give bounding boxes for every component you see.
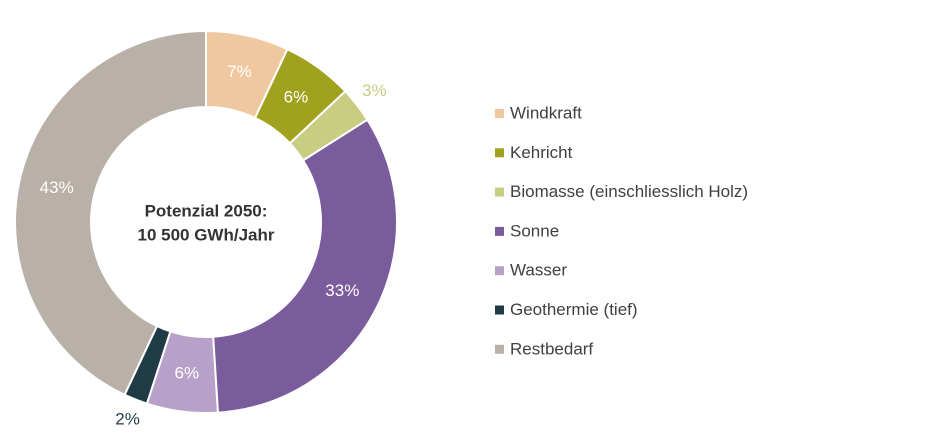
data-label: 2%: [115, 410, 140, 429]
donut-segment: [145, 330, 220, 414]
data-label: 7%: [227, 62, 252, 81]
legend-swatch: [495, 109, 504, 118]
donut-segment: [205, 29, 289, 120]
data-label: 33%: [325, 281, 359, 300]
data-label: 43%: [40, 178, 74, 197]
legend-label: Windkraft: [510, 103, 582, 122]
data-label: 3%: [362, 81, 387, 100]
center-label: Potenzial 2050:: [145, 201, 268, 220]
center-label: 10 500 GWh/Jahr: [137, 225, 274, 244]
legend-label: Wasser: [510, 261, 567, 280]
data-label: 6%: [284, 88, 309, 107]
legend-label: Sonne: [510, 221, 559, 240]
donut-segment: [212, 118, 398, 414]
legend-swatch: [495, 226, 504, 236]
legend-swatch: [495, 266, 504, 276]
legend-label: Kehricht: [510, 143, 573, 162]
donut-segment: [14, 29, 207, 397]
legend-label: Restbedarf: [510, 339, 593, 358]
legend-label: Biomasse (einschliesslich Holz): [510, 182, 748, 201]
legend-swatch: [495, 187, 504, 197]
legend-swatch: [495, 305, 504, 315]
data-label: 6%: [175, 363, 200, 382]
legend-label: Geothermie (tief): [510, 300, 638, 319]
donut-segment: [253, 47, 347, 145]
legend-swatch: [495, 148, 504, 158]
donut-segment: [288, 89, 369, 162]
legend-swatch: [495, 344, 504, 354]
donut-segment: [123, 324, 172, 405]
